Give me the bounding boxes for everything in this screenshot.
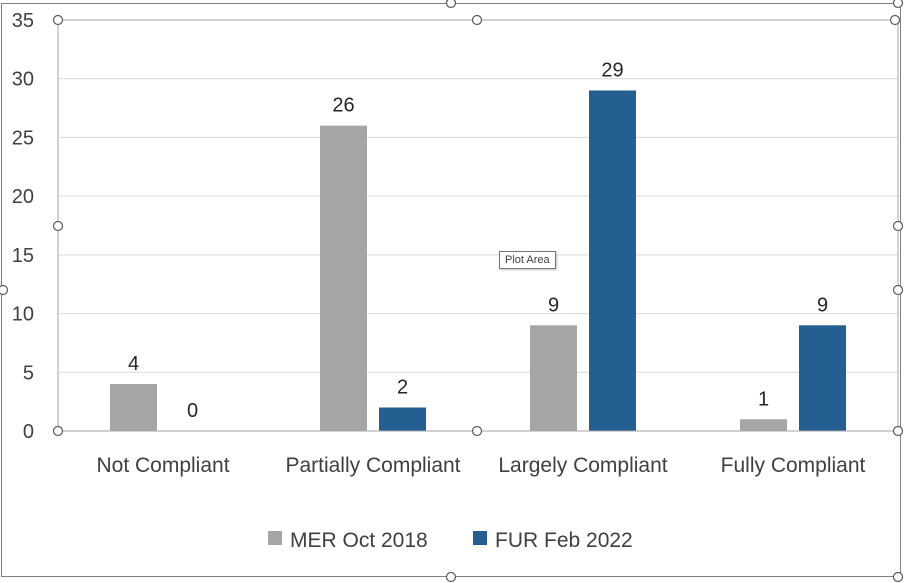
bar-mer (110, 384, 157, 431)
data-label: 9 (817, 294, 828, 316)
resize-handle (52, 14, 64, 26)
resize-handle (445, 571, 457, 583)
bar-mer (320, 125, 367, 431)
y-tick-label: 0 (23, 421, 34, 443)
data-label: 1 (758, 388, 769, 410)
category-label: Partially Compliant (285, 454, 460, 477)
bar-mer (530, 325, 577, 431)
category-label: Fully Compliant (721, 454, 866, 477)
chart-area-border (1, 3, 901, 577)
resize-handle (0, 284, 9, 296)
data-label: 2 (397, 377, 408, 399)
resize-handle (892, 571, 904, 583)
y-tick-label: 25 (12, 127, 34, 149)
resize-handle (52, 220, 64, 232)
data-label: 26 (332, 95, 354, 117)
resize-handle (889, 14, 901, 26)
bar-mer (740, 419, 787, 431)
resize-handle (892, 220, 904, 232)
y-tick-label: 5 (23, 362, 34, 384)
y-tick-label: 20 (12, 186, 34, 208)
plot-area-tooltip: Plot Area (499, 251, 556, 269)
data-label: 0 (187, 400, 198, 422)
bar-fur (799, 325, 846, 431)
legend-swatch (268, 531, 282, 545)
resize-handle (892, 425, 904, 437)
data-label: 4 (128, 353, 139, 375)
resize-handle (892, 0, 904, 9)
category-label: Not Compliant (96, 454, 229, 477)
legend-entry: MER Oct 2018 (290, 529, 428, 552)
resize-handle (892, 284, 904, 296)
bar-fur (589, 90, 636, 431)
resize-handle (471, 425, 483, 437)
category-label: Largely Compliant (498, 454, 667, 477)
resize-handle (52, 425, 64, 437)
legend-swatch (473, 531, 487, 545)
y-tick-label: 15 (12, 245, 34, 267)
y-tick-label: 35 (12, 10, 34, 32)
bars (110, 90, 846, 431)
resize-handle (471, 14, 483, 26)
legend-entry: FUR Feb 2022 (495, 529, 633, 552)
resize-handle (445, 0, 457, 9)
data-label: 9 (548, 294, 559, 316)
plot-area-border (57, 19, 899, 432)
gridlines (58, 19, 898, 432)
legend[interactable]: MER Oct 2018 FUR Feb 2022 (268, 529, 633, 552)
bar-fur (379, 407, 426, 431)
y-tick-label: 30 (12, 69, 34, 91)
category-labels: Not Compliant Partially Compliant Largely … (96, 454, 865, 477)
data-label: 29 (601, 59, 623, 81)
y-tick-label: 10 (12, 304, 34, 326)
y-axis-tick-labels: 0 5 10 15 20 25 30 35 (12, 10, 34, 443)
